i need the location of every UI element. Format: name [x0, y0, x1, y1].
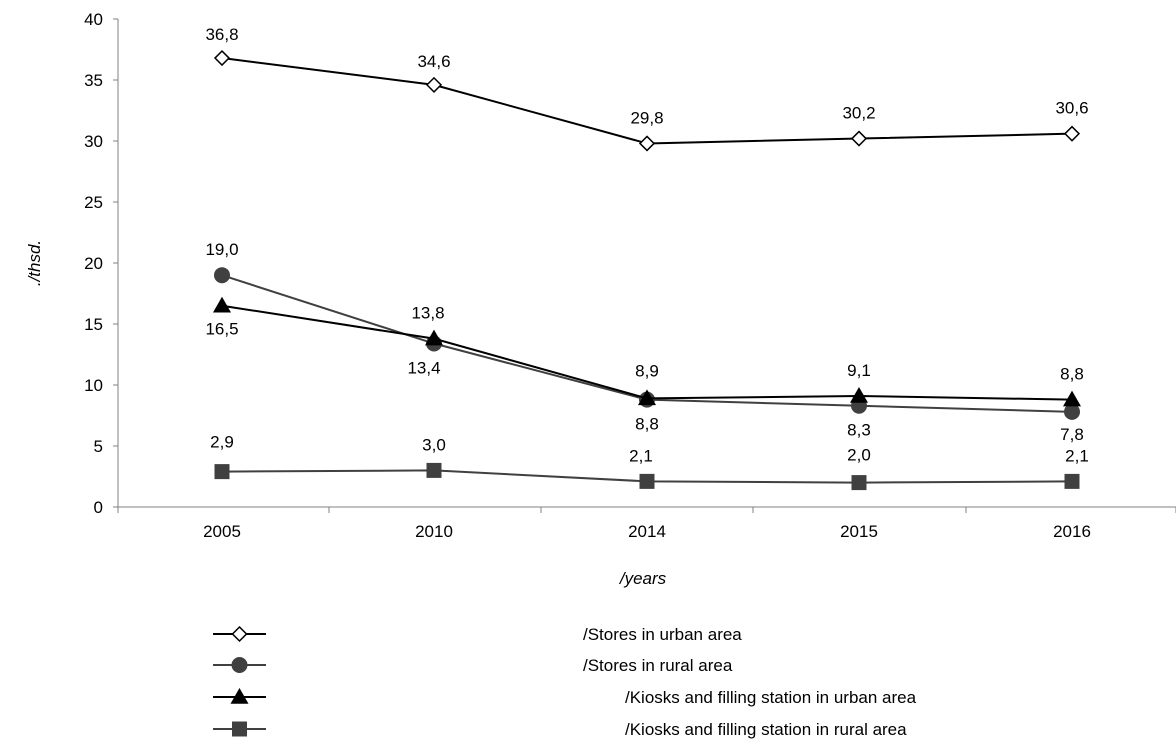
legend-marker — [232, 721, 247, 737]
x-tick-label: 2005 — [203, 522, 241, 541]
data-label: 34,6 — [417, 52, 450, 71]
y-tick-label: 35 — [84, 71, 103, 90]
data-label: 2,1 — [1065, 446, 1089, 465]
data-point — [425, 76, 443, 93]
data-label: 2,9 — [210, 433, 234, 452]
data-label: 19,0 — [205, 240, 238, 259]
data-point — [851, 475, 867, 491]
data-point — [1063, 125, 1081, 142]
data-label: 8,8 — [635, 415, 659, 434]
legend-marker — [231, 625, 248, 643]
x-tick-label: 2014 — [628, 522, 666, 541]
legend-marker — [230, 688, 249, 704]
y-tick-label: 5 — [94, 437, 103, 456]
data-point — [213, 296, 231, 313]
legend-label: /Kiosks and filling station in urban are… — [625, 688, 917, 707]
data-point — [214, 464, 230, 480]
data-point — [850, 386, 868, 403]
data-point — [426, 462, 442, 478]
legend-label: /Stores in urban area — [583, 625, 742, 644]
data-label: 13,4 — [407, 359, 440, 378]
legend-label: /Kiosks and filling station in rural are… — [625, 720, 907, 739]
x-tick-label: 2010 — [415, 522, 453, 541]
y-axis-title: ./thsd. — [25, 240, 44, 286]
x-axis-title: /years — [619, 569, 667, 588]
data-label: 9,1 — [847, 361, 871, 380]
data-label: 8,3 — [847, 421, 871, 440]
data-point — [1063, 390, 1081, 407]
data-label: 36,8 — [205, 25, 238, 44]
series-line-3 — [221, 304, 1073, 401]
data-label: 30,6 — [1055, 99, 1088, 118]
data-point — [1064, 473, 1080, 489]
data-point — [638, 135, 656, 152]
data-point — [639, 473, 655, 489]
legend-marker — [231, 657, 248, 673]
data-label: 8,9 — [635, 361, 659, 380]
data-label: 16,5 — [205, 320, 238, 339]
data-point — [850, 130, 868, 147]
y-tick-label: 0 — [94, 498, 103, 517]
data-label: 3,0 — [422, 435, 446, 454]
data-label: 30,2 — [842, 104, 875, 123]
x-tick-label: 2015 — [840, 522, 878, 541]
data-point — [638, 389, 656, 406]
data-label: 13,8 — [411, 304, 444, 323]
data-point — [1064, 403, 1080, 420]
data-label: 8,8 — [1060, 365, 1084, 384]
y-tick-label: 25 — [84, 193, 103, 212]
data-label: 7,8 — [1060, 425, 1084, 444]
y-tick-label: 30 — [84, 132, 103, 151]
data-label: 29,8 — [630, 108, 663, 127]
data-label: 2,1 — [629, 446, 653, 465]
y-tick-label: 20 — [84, 254, 103, 273]
x-tick-label: 2016 — [1053, 522, 1091, 541]
data-point — [425, 329, 443, 346]
series-line-1 — [221, 57, 1073, 145]
data-point — [213, 49, 231, 67]
legend-label: /Stores in rural area — [583, 656, 733, 675]
data-point — [214, 267, 230, 284]
y-tick-label: 10 — [84, 376, 103, 395]
y-tick-label: 15 — [84, 315, 103, 334]
data-label: 2,0 — [847, 446, 871, 465]
y-tick-label: 40 — [84, 10, 103, 29]
